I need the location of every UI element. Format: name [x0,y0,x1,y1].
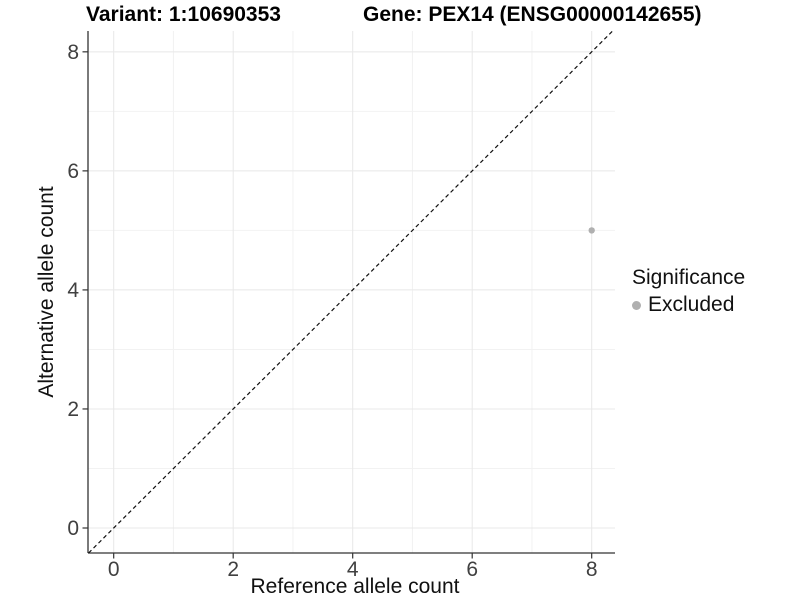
gridlines [88,31,615,553]
svg-text:8: 8 [67,41,79,64]
gene-title: Gene: PEX14 (ENSG00000142655) [363,3,702,26]
svg-text:0: 0 [108,558,120,581]
svg-text:0: 0 [67,517,79,540]
legend-item-excluded: Excluded [632,293,745,317]
svg-text:2: 2 [227,558,239,581]
x-axis-title: Reference allele count [251,575,460,598]
axes: 0 2 4 6 8 0 2 4 6 8 [67,31,615,581]
data-points [588,227,595,234]
svg-text:8: 8 [586,558,598,581]
y-axis-title: Alternative allele count [35,186,58,397]
identity-reference-line [88,30,614,554]
svg-text:2: 2 [67,398,79,421]
legend-item-label: Excluded [648,293,735,316]
svg-text:6: 6 [466,558,478,581]
svg-text:4: 4 [347,558,359,581]
variant-title: Variant: 1:10690353 [86,3,281,26]
legend-title: Significance [632,266,746,289]
svg-text:6: 6 [67,160,79,183]
legend: Significance Excluded [632,266,745,317]
legend-point-icon [632,300,641,310]
svg-text:4: 4 [67,279,79,302]
